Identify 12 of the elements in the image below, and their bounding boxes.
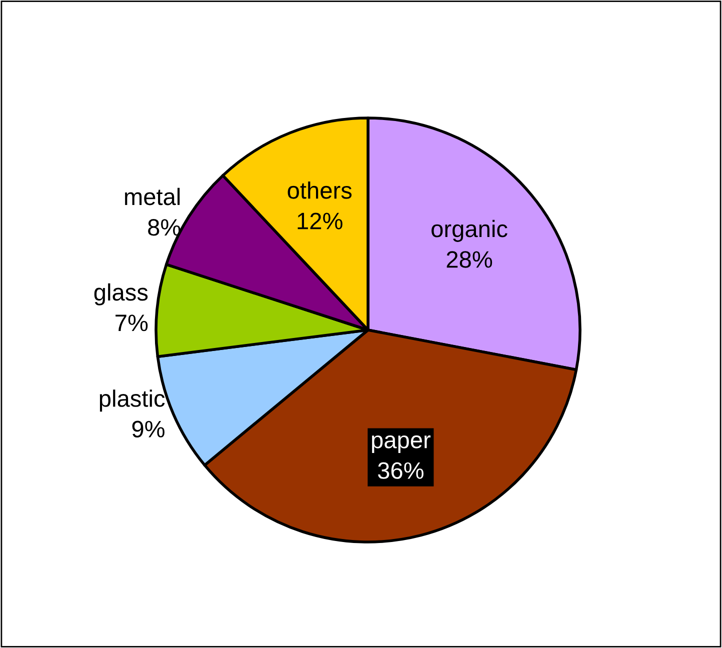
data-label: 9% [132, 420, 164, 438]
slice-label: metal [125, 188, 180, 206]
slice-label: others [288, 182, 352, 199]
slice-label: plastic [100, 390, 165, 412]
slice-label: glass [94, 283, 148, 306]
slice-label: paper [372, 435, 430, 454]
data-label: 36% [378, 462, 424, 479]
data-label: 12% [298, 212, 342, 230]
slice-label: organic [432, 220, 508, 242]
data-label: 8% [148, 219, 180, 236]
data-label: 7% [116, 314, 148, 332]
data-label: 28% [446, 251, 492, 268]
